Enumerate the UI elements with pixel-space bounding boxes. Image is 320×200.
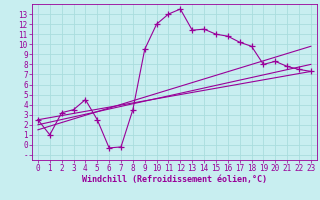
X-axis label: Windchill (Refroidissement éolien,°C): Windchill (Refroidissement éolien,°C) [82,175,267,184]
